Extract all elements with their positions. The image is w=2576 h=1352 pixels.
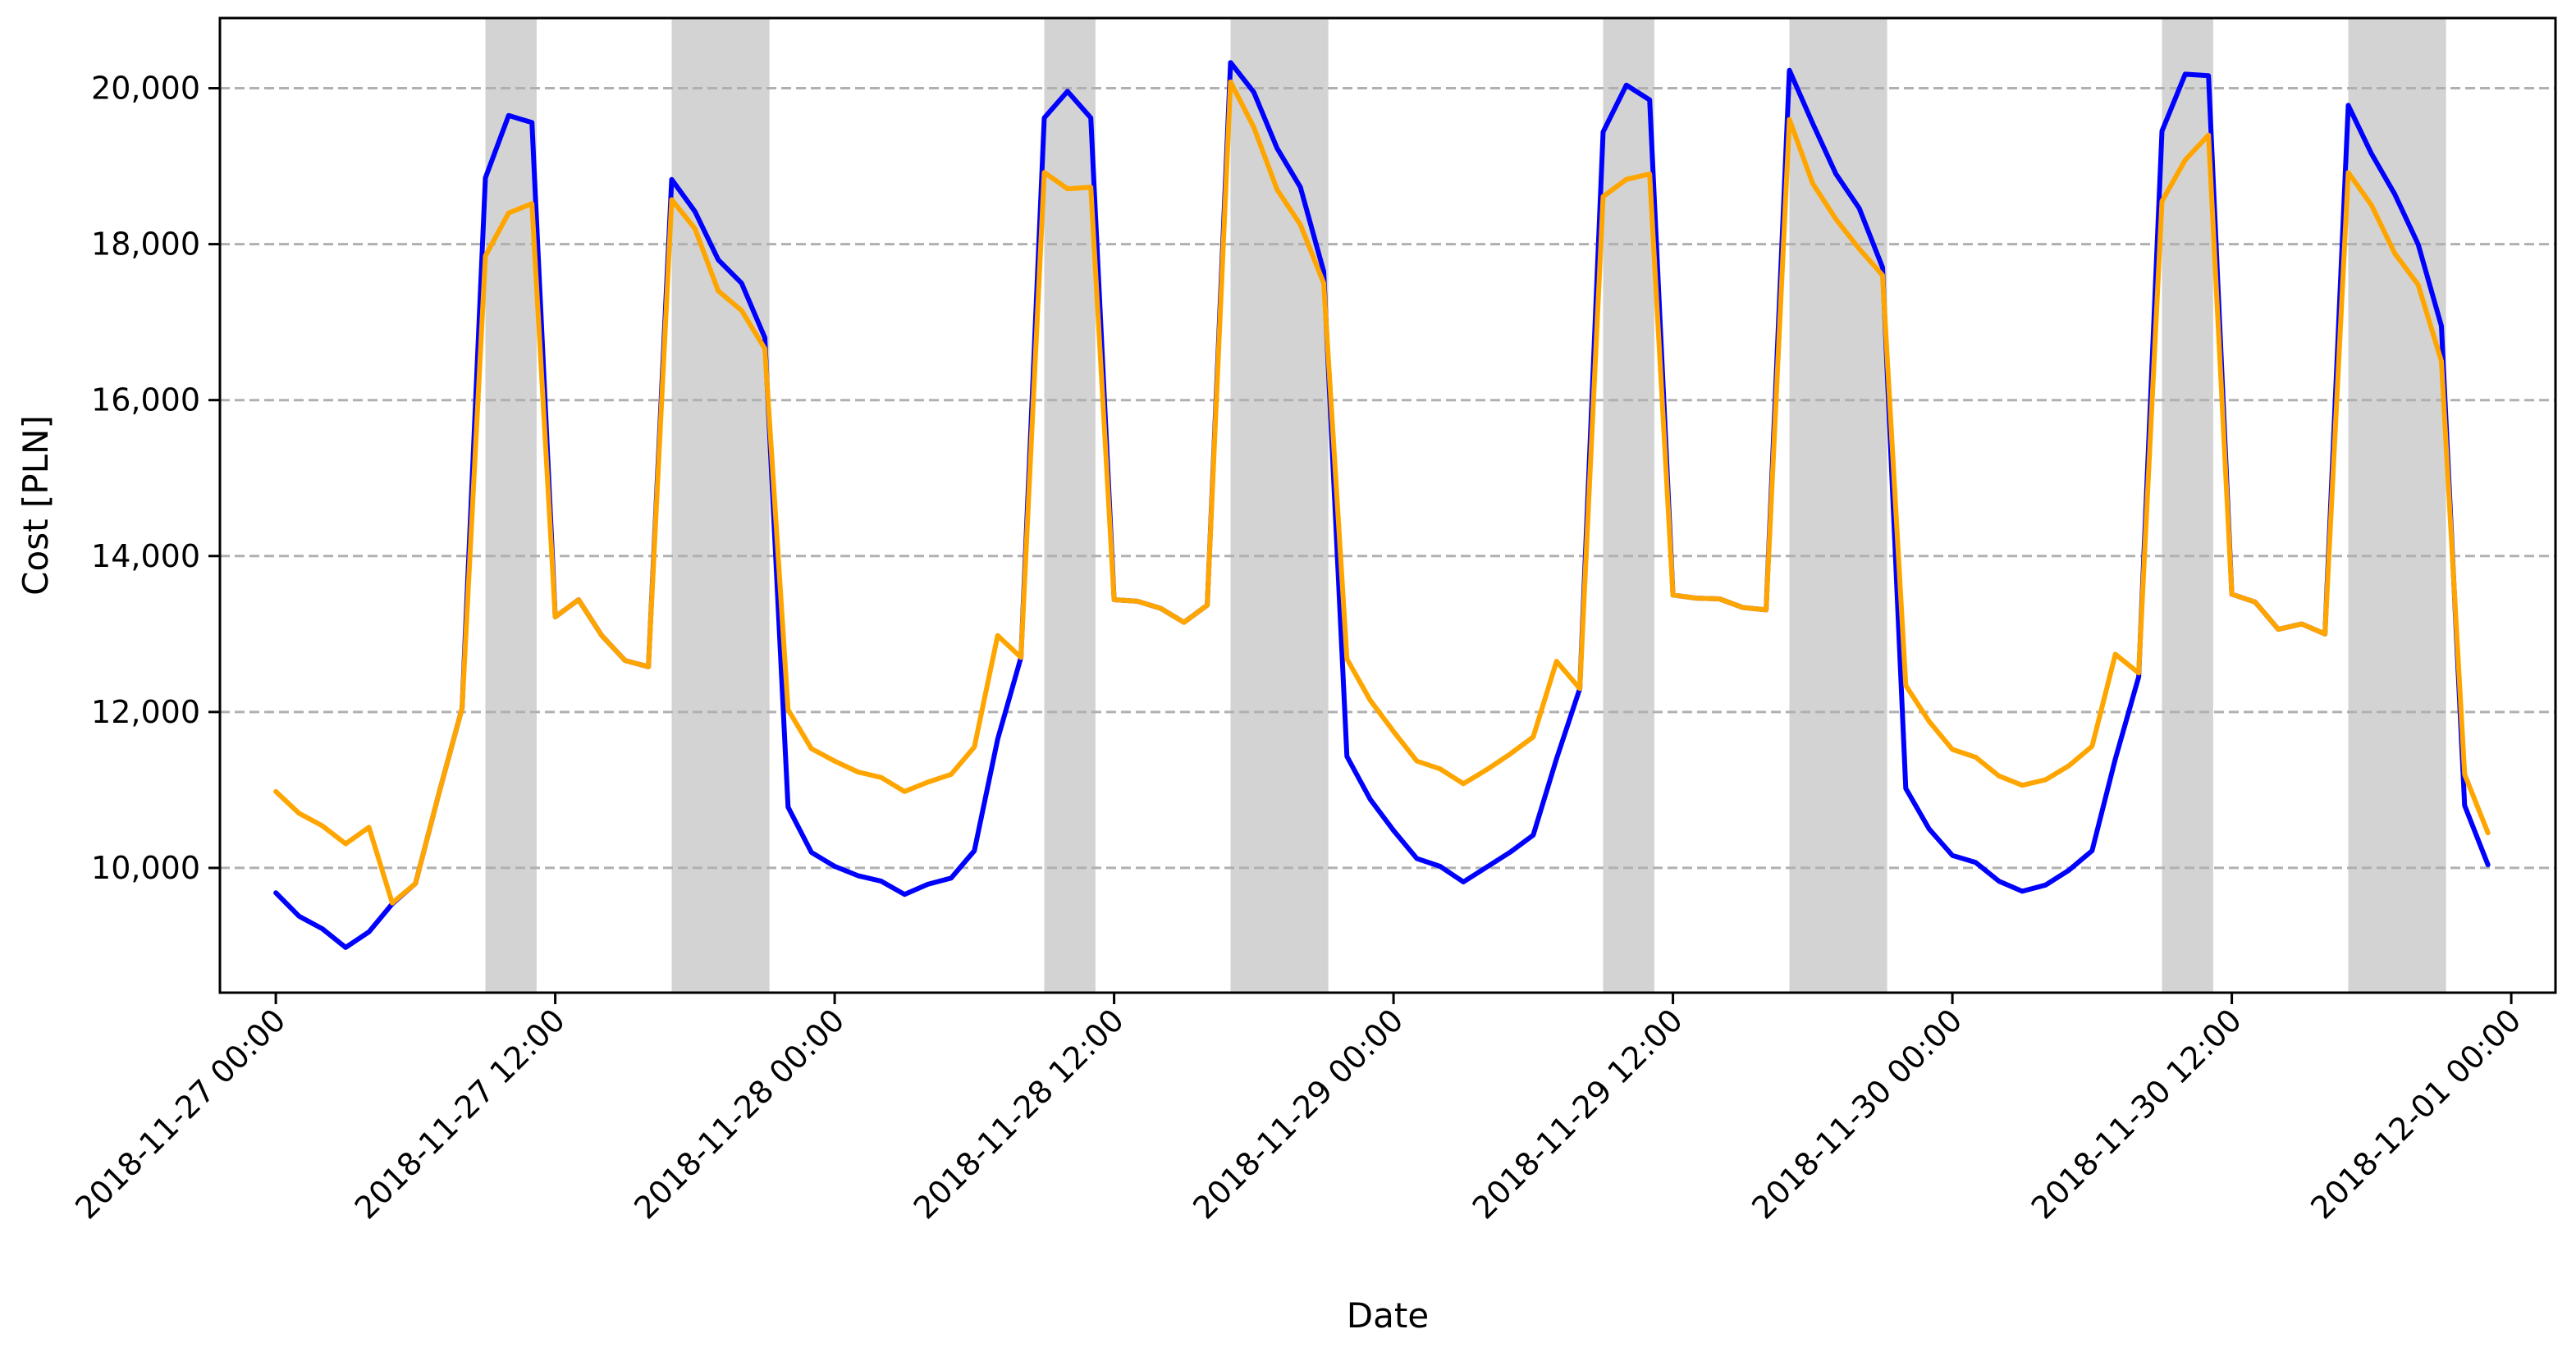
- x-tick-label: 2018-11-28 12:00: [907, 1002, 1131, 1226]
- x-tick-label: 2018-12-01 00:00: [2304, 1002, 2528, 1226]
- y-axis-label: Cost [PLN]: [16, 415, 56, 596]
- y-axis-ticks: 10,000 12,000 14,000 16,000 18,000 20,000: [91, 71, 220, 886]
- x-tick-label: 2018-11-29 12:00: [1466, 1002, 1690, 1226]
- y-tick-label: 14,000: [91, 538, 200, 574]
- shaded-period-3: [1044, 18, 1096, 993]
- shaded-period-7: [2162, 18, 2213, 993]
- x-tick-label: 2018-11-30 00:00: [1745, 1002, 1969, 1226]
- y-tick-label: 16,000: [91, 382, 200, 418]
- shaded-period-1: [485, 18, 537, 993]
- series-lines: [273, 60, 2491, 950]
- y-tick-label: 20,000: [91, 71, 200, 107]
- shaded-periods: [485, 18, 2446, 993]
- x-axis-label: Date: [1347, 1295, 1429, 1336]
- y-tick-label: 10,000: [91, 850, 200, 886]
- shaded-period-5: [1603, 18, 1654, 993]
- shaded-period-4: [1230, 18, 1329, 993]
- shaded-period-8: [2348, 18, 2446, 993]
- shaded-period-2: [671, 18, 770, 993]
- x-axis-ticks: 2018-11-27 00:00 2018-11-27 12:00 2018-11-…: [68, 993, 2528, 1226]
- series-line-2: [273, 79, 2491, 906]
- x-tick-label: 2018-11-29 00:00: [1186, 1002, 1410, 1226]
- x-tick-label: 2018-11-28 00:00: [627, 1002, 851, 1226]
- x-tick-label: 2018-11-30 12:00: [2025, 1002, 2249, 1226]
- x-tick-label: 2018-11-27 12:00: [348, 1002, 572, 1226]
- series-line-1: [273, 60, 2491, 950]
- x-tick-label: 2018-11-27 00:00: [68, 1002, 292, 1226]
- plot-frame: [218, 16, 2557, 994]
- y-gridlines: [220, 87, 2555, 870]
- y-tick-label: 18,000: [91, 226, 200, 263]
- y-tick-label: 12,000: [91, 694, 200, 730]
